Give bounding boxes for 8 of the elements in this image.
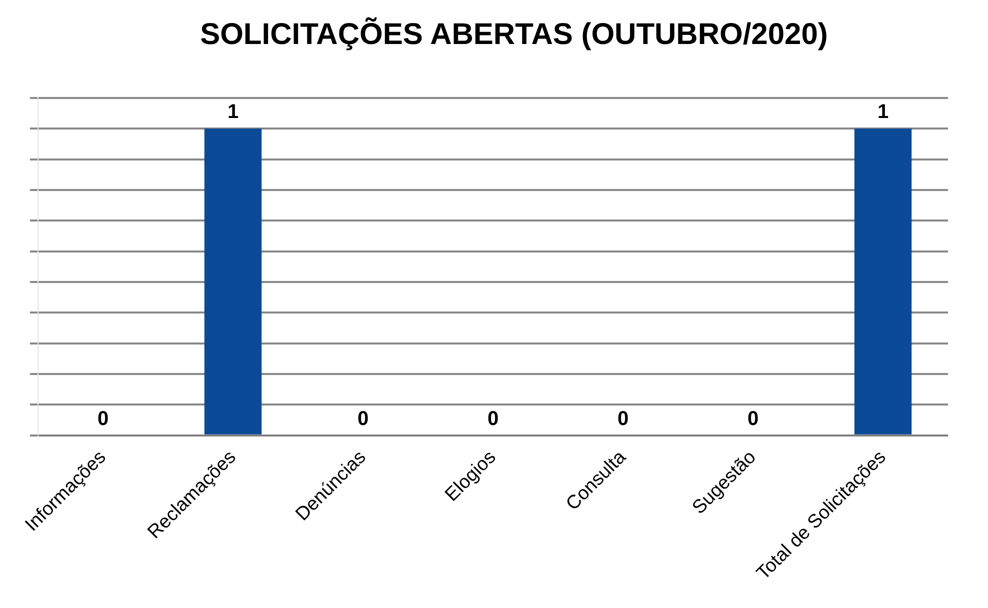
data-label: 0 (357, 408, 369, 430)
data-label: 1 (227, 101, 239, 124)
data-label: 0 (97, 408, 109, 430)
data-label: 0 (487, 408, 499, 430)
chart-title: SOLICITAÇÕES ABERTAS (OUTUBRO/2020) (199, 18, 829, 53)
data-label: 1 (877, 101, 889, 124)
data-label: 0 (747, 408, 759, 430)
data-label: 0 (617, 408, 629, 430)
